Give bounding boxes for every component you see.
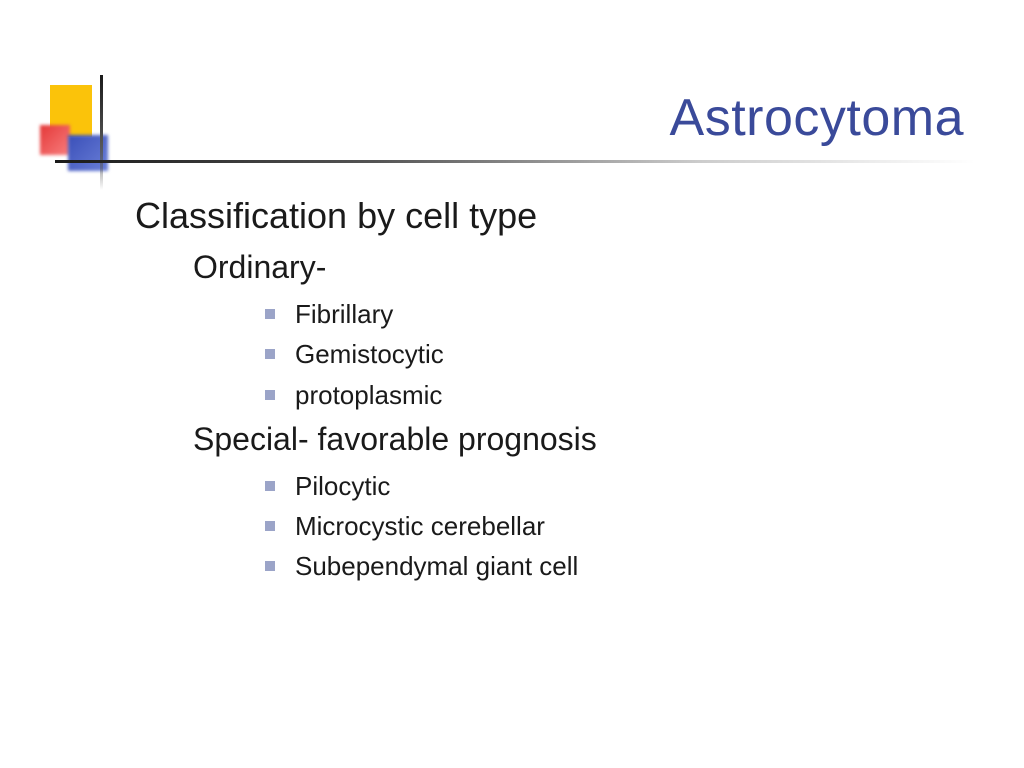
list-item: protoplasmic bbox=[265, 375, 955, 415]
vertical-divider bbox=[100, 75, 103, 190]
group-ordinary-list: Fibrillary Gemistocytic protoplasmic bbox=[265, 294, 955, 415]
list-item: Subependymal giant cell bbox=[265, 546, 955, 586]
list-item: Pilocytic bbox=[265, 466, 955, 506]
horizontal-divider bbox=[55, 160, 975, 163]
group-ordinary-label: Ordinary- bbox=[193, 249, 955, 286]
list-item: Microcystic cerebellar bbox=[265, 506, 955, 546]
slide-content: Classification by cell type Ordinary- Fi… bbox=[135, 195, 955, 587]
list-item: Fibrillary bbox=[265, 294, 955, 334]
group-special-list: Pilocytic Microcystic cerebellar Subepen… bbox=[265, 466, 955, 587]
red-square bbox=[40, 125, 70, 155]
slide-title: Astrocytoma bbox=[670, 88, 964, 148]
group-special-label: Special- favorable prognosis bbox=[193, 421, 955, 458]
list-item: Gemistocytic bbox=[265, 334, 955, 374]
classification-heading: Classification by cell type bbox=[135, 195, 955, 237]
